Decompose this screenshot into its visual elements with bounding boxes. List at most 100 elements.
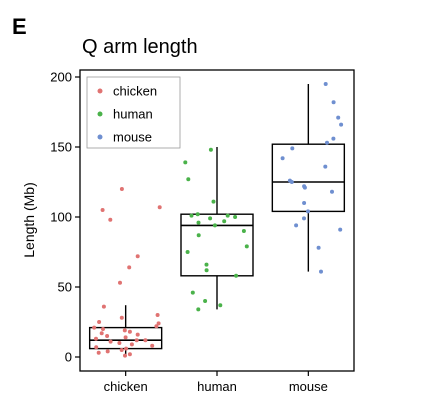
point-chicken <box>119 187 124 191</box>
point-chicken <box>101 327 105 331</box>
point-chicken <box>105 349 110 354</box>
point-chicken <box>117 341 122 345</box>
point-mouse <box>323 82 328 86</box>
legend-label-chicken: chicken <box>113 84 157 99</box>
iqr-box <box>271 143 346 213</box>
point-chicken <box>134 338 139 343</box>
point-chicken <box>96 350 101 355</box>
point-chicken <box>108 217 113 222</box>
point-mouse <box>331 100 336 105</box>
point-human <box>233 215 238 219</box>
point-human <box>196 233 201 238</box>
point-human <box>234 273 239 278</box>
point-chicken <box>122 328 127 333</box>
point-chicken <box>123 335 128 340</box>
point-chicken <box>119 348 124 352</box>
point-mouse <box>319 269 323 274</box>
point-chicken <box>135 332 140 337</box>
point-mouse <box>302 201 307 205</box>
y-tick-label: 0 <box>65 350 72 365</box>
point-mouse <box>330 189 334 194</box>
point-human <box>204 268 209 273</box>
point-mouse <box>339 122 344 127</box>
point-human <box>204 262 209 267</box>
point-mouse <box>280 156 285 161</box>
point-chicken <box>129 342 134 347</box>
y-tick-label: 200 <box>50 70 72 85</box>
point-mouse <box>338 227 343 232</box>
iqr-box <box>180 213 254 277</box>
point-human <box>203 299 208 303</box>
legend-marker-chicken <box>97 88 103 94</box>
panel-letter: E <box>12 14 27 39</box>
point-chicken <box>94 336 98 341</box>
point-chicken <box>143 338 148 343</box>
point-chicken <box>97 320 102 324</box>
y-tick-label: 50 <box>58 280 72 295</box>
box-human <box>180 147 254 310</box>
point-chicken <box>100 208 105 212</box>
point-human <box>208 216 213 221</box>
point-chicken <box>99 331 104 336</box>
point-chicken <box>156 321 161 326</box>
point-mouse <box>290 146 295 151</box>
point-mouse <box>302 184 307 189</box>
point-human <box>186 177 191 182</box>
point-mouse <box>306 209 310 214</box>
point-human <box>241 229 246 233</box>
point-mouse <box>302 216 306 221</box>
plot-frame <box>79 69 355 372</box>
points-layer <box>92 82 344 358</box>
point-chicken <box>118 280 122 285</box>
point-human <box>212 223 217 228</box>
legend-label-human: human <box>113 107 153 122</box>
point-human <box>211 199 216 204</box>
point-mouse <box>336 115 341 120</box>
point-human <box>208 147 213 152</box>
point-chicken <box>157 205 162 210</box>
point-chicken <box>108 339 113 344</box>
box-mouse <box>271 84 346 272</box>
y-tick-label: 150 <box>50 140 72 155</box>
point-human <box>189 213 194 218</box>
point-chicken <box>105 334 110 338</box>
point-human <box>195 212 200 217</box>
x-tick-label-chicken: chicken <box>104 379 148 394</box>
point-chicken <box>124 346 129 351</box>
point-chicken <box>127 352 132 357</box>
y-tick-label: 100 <box>50 210 72 225</box>
point-chicken <box>94 345 99 350</box>
chart-title: Q arm length <box>82 36 198 58</box>
point-chicken <box>155 313 160 317</box>
point-human <box>185 250 190 254</box>
legend-marker-mouse <box>97 134 103 140</box>
point-chicken <box>127 265 132 270</box>
point-human <box>222 219 227 224</box>
point-human <box>183 160 188 165</box>
point-chicken <box>154 324 159 329</box>
point-human <box>218 303 223 308</box>
y-axis: 0 50 100 150 200 <box>50 70 80 365</box>
point-mouse <box>323 164 328 169</box>
y-axis-title: Length (Mb) <box>21 182 37 257</box>
legend-marker-human <box>97 111 103 117</box>
point-mouse <box>294 223 299 228</box>
point-chicken <box>150 343 155 348</box>
point-mouse <box>331 136 336 141</box>
point-human <box>225 213 230 218</box>
point-chicken <box>101 304 106 309</box>
point-chicken <box>127 329 132 334</box>
point-chicken <box>92 325 97 330</box>
legend-box <box>86 76 181 149</box>
x-axis: chicken human mouse <box>104 371 328 394</box>
point-human <box>244 244 249 249</box>
point-mouse <box>325 140 329 145</box>
point-human <box>196 307 201 312</box>
legend-label-mouse: mouse <box>113 130 152 145</box>
point-chicken <box>119 315 124 320</box>
x-tick-label-human: human <box>197 379 237 394</box>
point-human <box>190 290 195 295</box>
point-chicken <box>135 254 140 259</box>
x-tick-label-mouse: mouse <box>289 379 328 394</box>
point-mouse <box>316 245 321 250</box>
